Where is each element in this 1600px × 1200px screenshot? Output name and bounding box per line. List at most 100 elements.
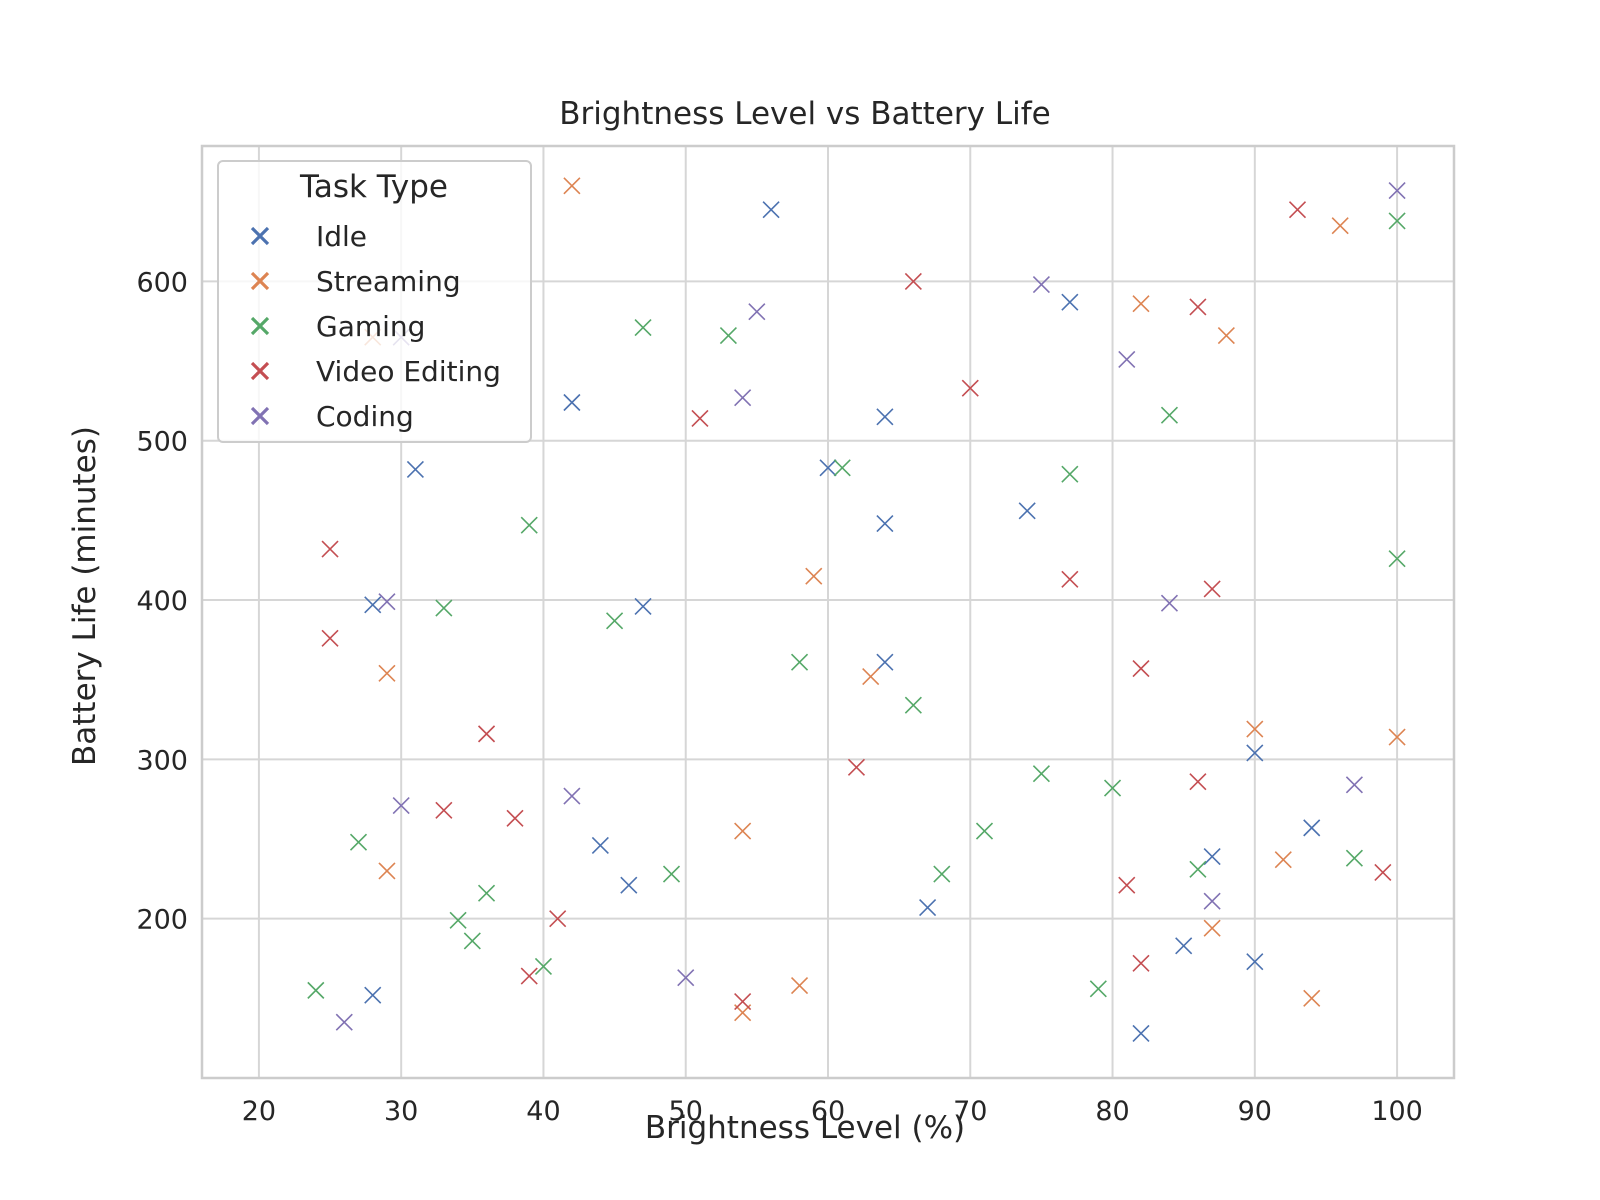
- data-point: [520, 967, 538, 985]
- data-point: [1118, 350, 1136, 369]
- x-tick-label: 50: [669, 1096, 703, 1127]
- data-point: [1288, 201, 1307, 219]
- data-point: [1132, 1024, 1150, 1042]
- data-point: [1203, 919, 1221, 937]
- data-point: [819, 459, 837, 477]
- x-tick-label: 60: [811, 1096, 845, 1127]
- legend-label: Idle: [316, 220, 367, 253]
- legend: Task Type Idle Streaming Gaming Video Editi…: [217, 160, 532, 443]
- series-video-editing: [321, 201, 1392, 1011]
- data-point: [634, 597, 652, 615]
- data-point: [1189, 298, 1207, 316]
- data-point: [1388, 212, 1406, 230]
- data-point: [1303, 989, 1321, 1007]
- series-coding: [335, 182, 1406, 1031]
- data-points: [307, 177, 1406, 1042]
- data-point: [677, 969, 695, 987]
- legend-marker: [250, 271, 270, 291]
- data-point: [549, 910, 567, 928]
- data-point: [1303, 819, 1321, 837]
- data-point: [734, 992, 752, 1011]
- legend-marker: [250, 406, 270, 426]
- data-point: [506, 809, 524, 827]
- data-point: [634, 319, 652, 337]
- data-point: [734, 822, 752, 840]
- data-point: [477, 884, 496, 902]
- data-point: [790, 653, 809, 671]
- data-point: [790, 977, 809, 995]
- data-point: [847, 758, 866, 776]
- data-point: [919, 898, 937, 917]
- x-tick-label: 90: [1238, 1096, 1272, 1127]
- y-tick-label: 600: [136, 267, 188, 298]
- plot-frame: [200, 144, 1456, 1080]
- data-point: [1246, 953, 1264, 971]
- data-point: [876, 653, 894, 671]
- x-tick-label: 30: [384, 1096, 418, 1127]
- data-point: [1345, 776, 1363, 794]
- data-point: [876, 515, 894, 533]
- data-point: [1246, 744, 1264, 762]
- y-tick-label: 400: [136, 586, 188, 617]
- data-point: [435, 599, 453, 617]
- data-point: [392, 797, 410, 815]
- data-point: [364, 596, 382, 614]
- data-point: [449, 911, 467, 929]
- data-point: [1203, 580, 1221, 598]
- data-point: [1132, 954, 1150, 972]
- x-tick-label: 40: [526, 1096, 560, 1127]
- legend-marker: [250, 361, 270, 381]
- x-axis-title: Brightness Level (%): [645, 1110, 965, 1146]
- x-tick-label: 70: [953, 1096, 987, 1127]
- data-point: [563, 177, 581, 195]
- legend-box: [217, 160, 532, 443]
- data-point: [833, 459, 851, 477]
- y-tick-label: 300: [136, 745, 188, 776]
- data-point: [1274, 851, 1292, 869]
- data-point: [1345, 849, 1363, 867]
- data-point: [378, 664, 396, 682]
- data-point: [520, 516, 538, 534]
- data-point: [734, 389, 752, 407]
- data-point: [1032, 765, 1050, 783]
- data-point: [1175, 937, 1193, 955]
- series-streaming: [364, 177, 1406, 1022]
- data-point: [1388, 728, 1406, 746]
- data-point: [321, 540, 339, 558]
- data-point: [406, 460, 424, 478]
- chart-title: Brightness Level vs Battery Life: [559, 96, 1050, 132]
- y-tick-label: 200: [136, 905, 188, 936]
- data-point: [1388, 182, 1406, 200]
- data-point: [805, 567, 823, 585]
- data-point: [1132, 659, 1150, 678]
- data-point: [563, 787, 581, 805]
- axis-ticks: 20 30 40 50 60 70 80 90 100 200 300 400 500 600: [136, 267, 1422, 1127]
- data-point: [762, 201, 780, 219]
- data-point: [904, 696, 922, 714]
- data-point: [1331, 217, 1349, 235]
- data-point: [1061, 293, 1079, 311]
- data-point: [904, 272, 922, 290]
- data-point: [662, 865, 681, 883]
- legend-items: Idle Streaming Gaming Video Editing Coding: [250, 220, 501, 433]
- data-point: [1103, 779, 1122, 797]
- legend-label: Gaming: [316, 310, 425, 343]
- data-point: [748, 303, 766, 321]
- data-point: [1018, 502, 1036, 520]
- data-point: [335, 1013, 353, 1031]
- data-point: [1203, 892, 1221, 910]
- data-point: [463, 932, 481, 950]
- data-point: [1246, 720, 1264, 738]
- legend-label: Streaming: [316, 265, 461, 298]
- legend-title: Task Type: [299, 169, 448, 205]
- data-point: [477, 725, 496, 743]
- data-point: [1203, 847, 1221, 866]
- data-point: [364, 986, 382, 1004]
- data-point: [1189, 860, 1207, 878]
- data-point: [378, 862, 396, 880]
- data-point: [1160, 406, 1179, 424]
- y-tick-label: 500: [136, 427, 188, 458]
- x-tick-label: 80: [1095, 1096, 1129, 1127]
- data-point: [975, 822, 994, 840]
